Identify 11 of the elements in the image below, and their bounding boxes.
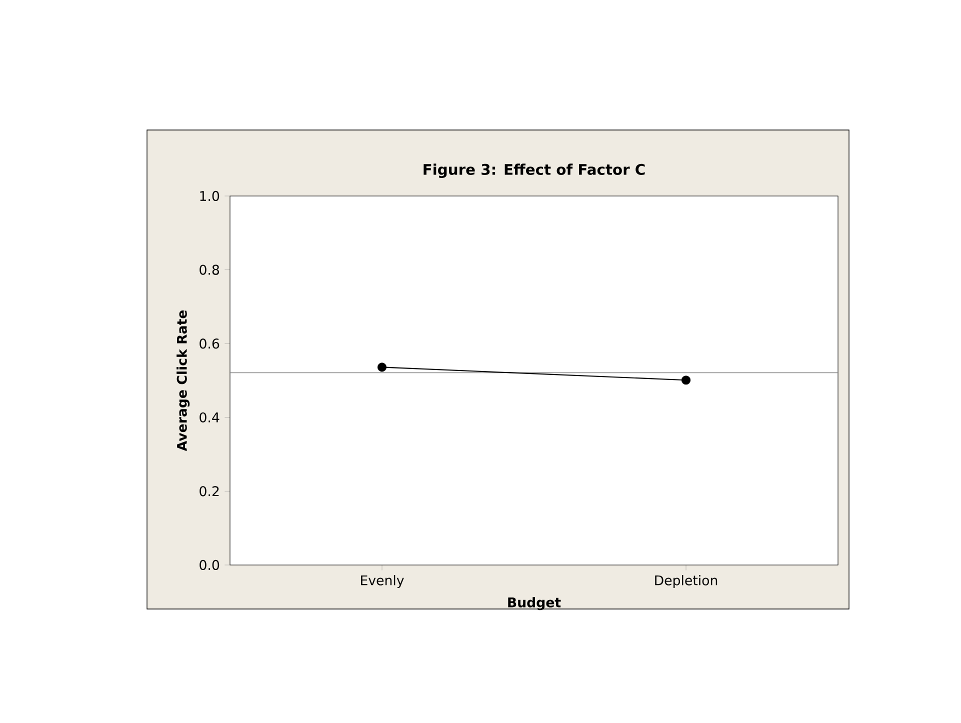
- y-axis-title: Average Click Rate: [176, 310, 190, 452]
- x-axis-title: Budget: [508, 597, 561, 610]
- chart-title: Figure 3: Effect of Factor C: [424, 164, 645, 178]
- y-tick-label: 1.0: [200, 190, 220, 202]
- y-tick-label: 0.2: [200, 486, 219, 496]
- y-tick-label: 0.6: [200, 338, 220, 349]
- y-tick-label: 0.8: [200, 264, 220, 275]
- y-tick-label: 0.0: [200, 560, 220, 570]
- x-tick-label: Depletion: [655, 575, 718, 588]
- x-tick-label: Evenly: [361, 575, 404, 588]
- y-tick-label: 0.4: [200, 412, 220, 422]
